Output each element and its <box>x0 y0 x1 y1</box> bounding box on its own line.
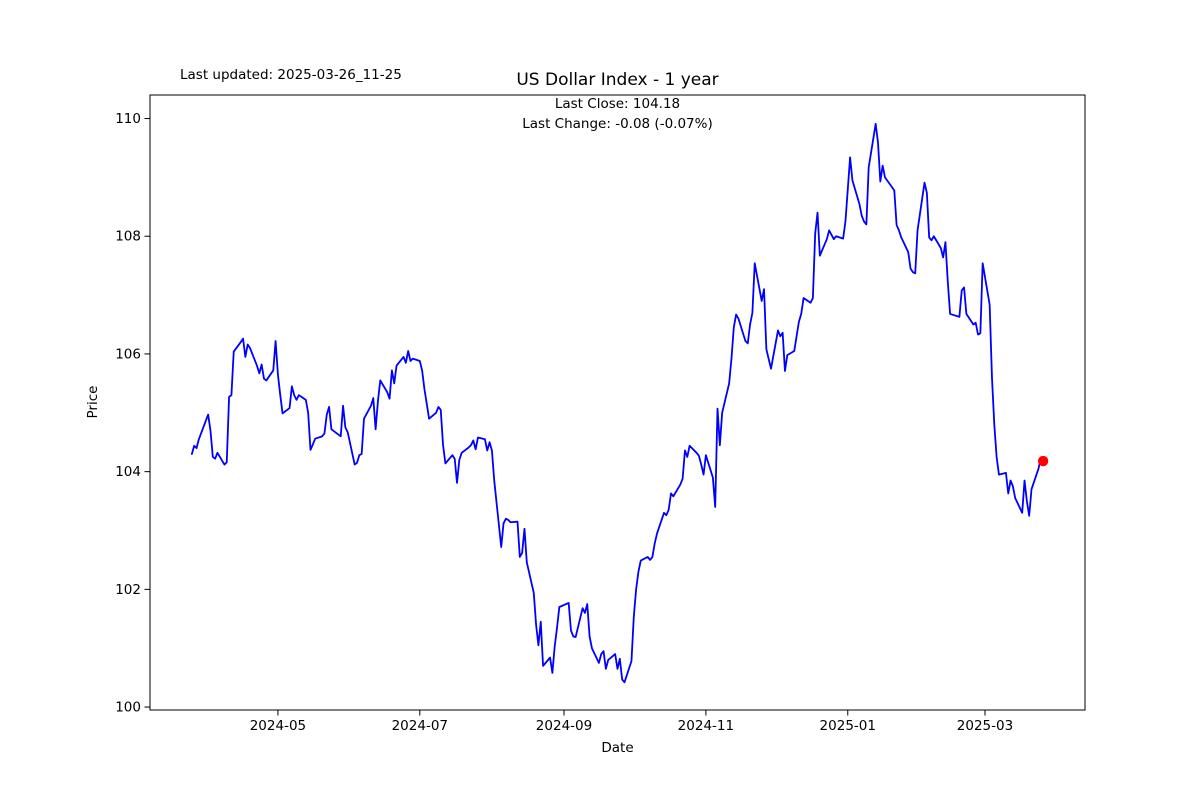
x-axis-label: Date <box>601 740 633 756</box>
x-tick-label: 2024-05 <box>250 718 306 734</box>
x-tick-label: 2024-07 <box>392 718 448 734</box>
chart-subtitle-last-change: Last Change: -0.08 (-0.07%) <box>522 116 713 132</box>
y-tick-label: 104 <box>115 464 141 480</box>
y-axis-ticks: 100 102 104 106 108 110 <box>115 111 150 716</box>
x-tick-label: 2025-03 <box>957 718 1013 734</box>
chart-title: US Dollar Index - 1 year <box>516 70 719 90</box>
x-axis-ticks: 2024-05 2024-07 2024-09 2024-11 2025-01 2025-… <box>250 710 1013 734</box>
last-updated-label: Last updated: 2025-03-26_11-25 <box>180 67 402 83</box>
y-axis-label: Price <box>85 386 101 419</box>
x-tick-label: 2024-09 <box>536 718 592 734</box>
price-line <box>190 122 1045 684</box>
chart-subtitle-last-close: Last Close: 104.18 <box>554 96 681 112</box>
plot-border <box>149 94 1086 711</box>
series-group <box>190 122 1049 684</box>
y-tick-label: 108 <box>115 229 141 245</box>
y-tick-label: 100 <box>115 700 141 716</box>
y-tick-label: 102 <box>115 582 141 598</box>
x-tick-label: 2024-11 <box>678 718 734 734</box>
y-tick-label: 106 <box>115 346 141 362</box>
last-price-marker <box>1037 455 1049 467</box>
y-tick-label: 110 <box>115 111 141 127</box>
x-tick-label: 2025-01 <box>820 718 876 734</box>
